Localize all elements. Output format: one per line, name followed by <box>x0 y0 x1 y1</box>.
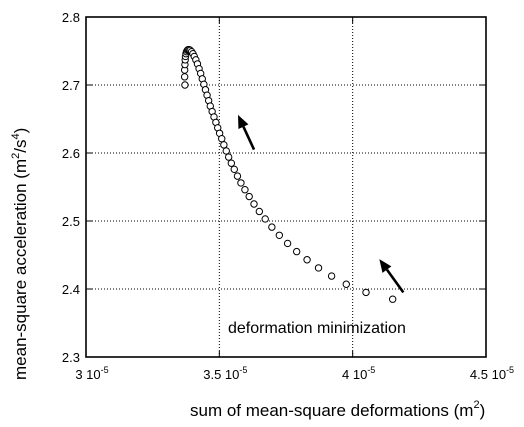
x-tick-label: 4.5 10-5 <box>470 365 514 382</box>
data-point <box>230 165 238 174</box>
data-point <box>314 264 323 272</box>
y-axis-label-exp2: 4 <box>10 133 22 139</box>
x-tick-exponent: -5 <box>101 365 109 375</box>
y-tick-label: 2.6 <box>62 146 80 161</box>
y-axis-label-text: mean-square acceleration (m <box>11 159 30 380</box>
y-tick-label: 2.4 <box>62 282 80 297</box>
data-point <box>268 223 276 231</box>
data-point <box>327 272 336 280</box>
x-tick-exponent: -5 <box>239 365 247 375</box>
plot-frame <box>85 16 487 358</box>
data-point <box>227 159 236 167</box>
arrow-head <box>238 114 249 130</box>
axis-ticks: 2.32.42.52.62.72.83 10-5 3.5 10-5 4 10-5 4.… <box>62 10 514 382</box>
data-point <box>342 280 350 288</box>
data-point <box>250 200 258 208</box>
data-points <box>180 45 397 303</box>
y-tick-label: 2.3 <box>62 350 80 365</box>
data-point <box>218 135 226 143</box>
annotation-arrows <box>238 114 405 294</box>
data-point <box>275 231 284 239</box>
x-tick-mantissa: 4 10 <box>342 367 367 382</box>
arrow-head <box>379 259 392 273</box>
x-tick-mantissa: 3.5 10 <box>203 367 239 382</box>
data-point <box>283 239 292 248</box>
y-axis-label-mid: /s <box>11 140 30 153</box>
x-tick-label: 3 10-5 <box>75 365 108 382</box>
data-point <box>255 207 264 216</box>
data-point <box>241 186 249 194</box>
grid-lines <box>86 17 486 357</box>
x-axis-label-close: ) <box>480 401 486 420</box>
data-point <box>220 141 228 149</box>
arrow-shaft <box>385 268 405 294</box>
data-point <box>362 288 370 297</box>
data-point <box>292 247 301 256</box>
data-point <box>388 295 397 303</box>
x-axis-label-text: sum of mean-square deformations (m <box>190 401 473 420</box>
data-point <box>222 147 230 155</box>
data-point <box>224 153 233 161</box>
x-axis-label: sum of mean-square deformations (m2) <box>190 399 485 420</box>
x-tick-mantissa: 3 10 <box>75 367 100 382</box>
y-axis-label: mean-square acceleration (m2/s4) <box>10 128 30 380</box>
data-point <box>303 256 311 264</box>
data-point <box>261 215 269 223</box>
data-point <box>233 172 242 180</box>
x-axis-label-exp: 2 <box>473 399 479 411</box>
data-point <box>245 192 253 201</box>
x-tick-exponent: -5 <box>506 365 514 375</box>
data-point <box>180 73 189 81</box>
y-tick-label: 2.7 <box>62 78 80 93</box>
x-tick-label: 4 10-5 <box>342 365 375 382</box>
x-tick-exponent: -5 <box>367 365 375 375</box>
y-axis-label-close: ) <box>11 128 30 134</box>
x-tick-label: 3.5 10-5 <box>203 365 247 382</box>
data-point <box>237 179 245 187</box>
x-tick-mantissa: 4.5 10 <box>470 367 506 382</box>
arrow-shaft <box>242 126 256 151</box>
y-axis-label-exp1: 2 <box>10 153 22 159</box>
y-tick-label: 2.8 <box>62 10 80 25</box>
annotation-label: deformation minimization <box>228 320 406 337</box>
y-tick-label: 2.5 <box>62 214 80 229</box>
data-point <box>181 81 189 89</box>
